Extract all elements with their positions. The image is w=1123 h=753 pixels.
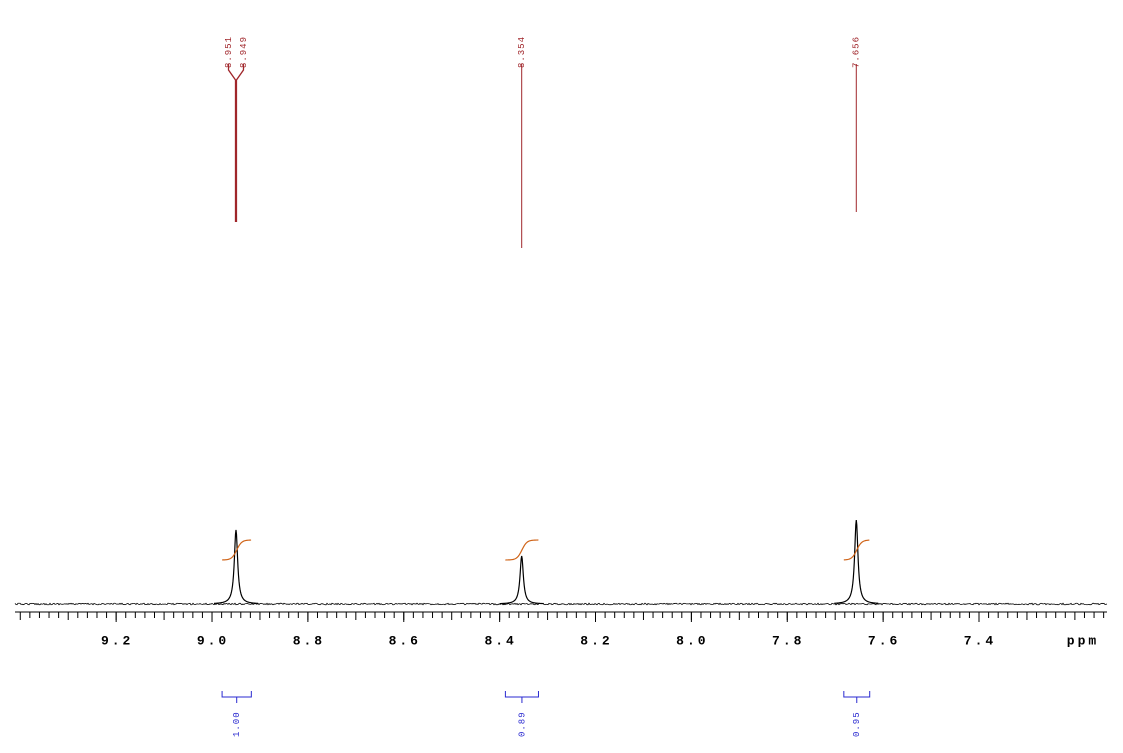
- integral-curve: [505, 539, 539, 561]
- baseline-noise: [14, 602, 1108, 606]
- integral-label: 0.89: [517, 711, 527, 737]
- integral-label: 0.95: [852, 711, 862, 737]
- peak-label: 7.656: [852, 36, 862, 68]
- x-tick-label: 8.2: [580, 633, 612, 648]
- peak-label-line: [227, 64, 237, 222]
- x-tick-label: 8.6: [389, 633, 421, 648]
- x-tick-label: 7.4: [964, 633, 996, 648]
- integral-bracket: [843, 691, 871, 698]
- integral-label: 1.00: [232, 711, 242, 737]
- x-tick-label: 9.0: [197, 633, 229, 648]
- peak: [213, 529, 259, 604]
- x-tick-label: 8.8: [293, 633, 325, 648]
- integral-curve: [222, 539, 252, 561]
- peak-label-line: [235, 64, 245, 222]
- x-tick-label: 8.4: [484, 633, 516, 648]
- peak-label: 8.951: [224, 36, 234, 68]
- x-tick-label: 8.0: [676, 633, 708, 648]
- peak: [834, 519, 879, 604]
- x-axis-label: ppm: [1067, 633, 1099, 648]
- peak-label: 8.949: [239, 36, 249, 68]
- peak-label: 8.354: [517, 36, 527, 68]
- integral-bracket: [221, 691, 252, 698]
- peak: [499, 555, 544, 605]
- x-tick-label: 7.8: [772, 633, 804, 648]
- x-tick-label: 7.6: [868, 633, 900, 648]
- integral-bracket: [504, 691, 539, 698]
- x-tick-label: 9.2: [101, 633, 133, 648]
- integral-curve: [843, 539, 870, 561]
